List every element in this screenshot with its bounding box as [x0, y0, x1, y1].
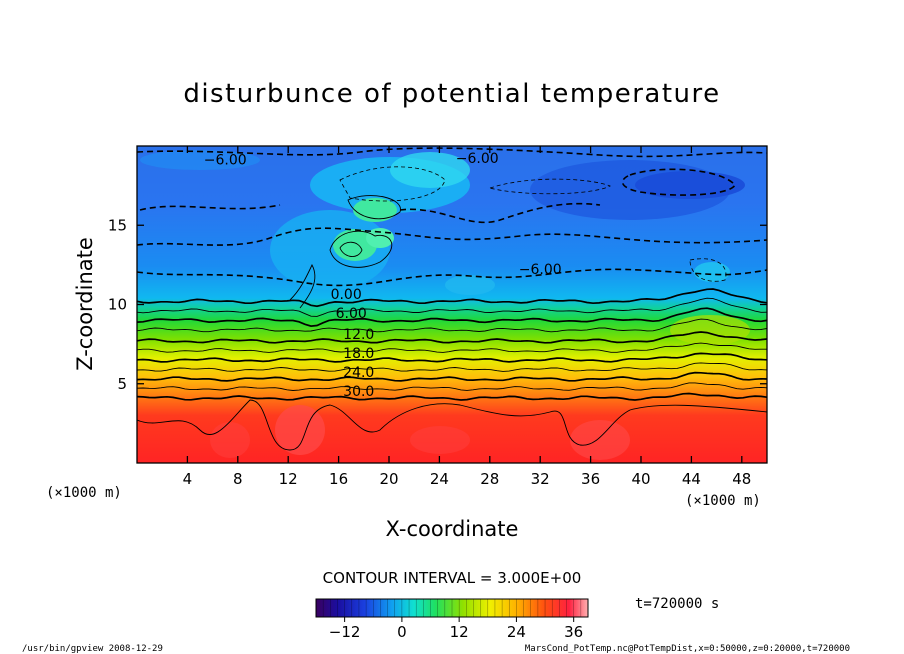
colorbar-frame — [315, 598, 589, 618]
x-tick-label: 48 — [732, 470, 751, 488]
contour-line — [137, 342, 767, 353]
contour-line — [137, 307, 767, 327]
field-patch — [140, 150, 260, 170]
thin-solid-contours — [137, 195, 767, 451]
footer-right: MarsCond_PotTemp.nc@PotTempDist,x=0:5000… — [525, 644, 850, 654]
colorbar-tick-label: −12 — [329, 623, 361, 641]
contour-line — [137, 331, 767, 344]
x-tick-labels: 4 8 12 16 20 24 28 32 36 40 44 48 — [183, 470, 752, 488]
colorbar-tick-label: 24 — [507, 623, 526, 641]
x-tick-label: 44 — [682, 470, 701, 488]
thin-contour-line — [488, 178, 611, 195]
contour-label: −6.00 — [456, 151, 499, 167]
y-axis-label: Z-coordinate — [73, 237, 97, 371]
dashed-contour-line — [621, 168, 736, 196]
x-tick-label: 32 — [531, 470, 550, 488]
contour-label: 6.00 — [336, 306, 367, 322]
x-tick-label: 12 — [279, 470, 298, 488]
x-tick-label: 28 — [480, 470, 499, 488]
contour-line — [137, 371, 767, 382]
colorbar-tick-label: 36 — [564, 623, 583, 641]
colorbar-ticks: −12 0 12 24 36 — [329, 617, 583, 641]
time-text: t=720000 s — [635, 596, 719, 612]
field-patch — [694, 262, 730, 282]
plot-area: −6.00 −6.00−6.000.006.0012.018.024.030.0 … — [108, 145, 768, 488]
x-tick-label: 16 — [329, 470, 348, 488]
thin-contour-line — [339, 166, 446, 202]
field-patch — [670, 315, 750, 345]
thin-contour-line — [289, 263, 316, 309]
dashed-contour-line — [139, 204, 281, 211]
contour-label: −6.00 — [204, 152, 247, 168]
x-tick-label: 36 — [581, 470, 600, 488]
x-unit-right: (×1000 m) — [685, 493, 761, 509]
x-tick-label: 24 — [430, 470, 449, 488]
contour-label: 24.0 — [343, 365, 374, 381]
contour-line — [137, 382, 767, 391]
contour-line — [137, 362, 767, 372]
thin-contour-line — [137, 399, 767, 451]
y-tick-label: 15 — [108, 216, 127, 234]
thin-dashed-contours — [339, 166, 727, 282]
solid-contours — [137, 288, 767, 401]
x-unit-left: (×1000 m) — [46, 485, 122, 501]
contour-label: 30.0 — [343, 384, 374, 400]
contour-label: 18.0 — [343, 346, 374, 362]
contour-label: −6.00 — [519, 262, 562, 278]
thin-contour-line — [689, 258, 727, 282]
field-patch — [390, 152, 470, 188]
x-tick-label: 4 — [183, 470, 193, 488]
colorbar: −12 0 12 24 36 — [315, 598, 589, 641]
y-tick-label: 10 — [108, 296, 127, 314]
dashed-contour-line — [399, 202, 601, 224]
chart-title: disturbunce of potential temperature — [183, 79, 720, 109]
color-field — [137, 146, 767, 463]
colorbar-tick-label: 0 — [397, 623, 407, 641]
colorbar-tick-label: 12 — [450, 623, 469, 641]
dashed-contour-line — [137, 227, 767, 246]
field-patch — [210, 422, 250, 458]
contour-line — [137, 288, 767, 308]
field-patch — [445, 275, 495, 295]
x-tick-label: 40 — [631, 470, 650, 488]
x-axis-label: X-coordinate — [386, 517, 519, 541]
contour-interval-text: CONTOUR INTERVAL = 3.000E+00 — [323, 569, 582, 587]
field-patch — [635, 171, 745, 199]
dashed-contour-line — [137, 268, 767, 287]
contour-label: 12.0 — [343, 327, 374, 343]
y-tick-labels: 5 10 15 — [108, 216, 127, 393]
contour-labels: −6.00 −6.00 −6.00 0.00 6.00 12.0 18.0 24.0 30.0 — [204, 151, 562, 400]
contour-line — [137, 297, 767, 317]
contour-line — [137, 392, 767, 401]
dashed-contour-line — [137, 147, 767, 158]
field-patch — [275, 405, 325, 455]
thin-contour-line — [339, 241, 363, 257]
thin-contour-line — [329, 230, 393, 268]
axis-ticks — [137, 146, 767, 463]
field-patch — [333, 229, 377, 261]
field-patch — [410, 426, 470, 454]
dashed-contours — [137, 147, 767, 287]
contour-line — [137, 318, 767, 333]
footer-left: /usr/bin/gpview 2008-12-29 — [22, 644, 163, 654]
contour-label: 0.00 — [331, 287, 362, 303]
field-patch — [570, 420, 630, 460]
x-tick-label: 20 — [379, 470, 398, 488]
contour-line — [137, 352, 767, 363]
x-tick-label: 8 — [233, 470, 243, 488]
y-tick-label: 5 — [117, 375, 127, 393]
thin-contour-line — [347, 195, 401, 220]
